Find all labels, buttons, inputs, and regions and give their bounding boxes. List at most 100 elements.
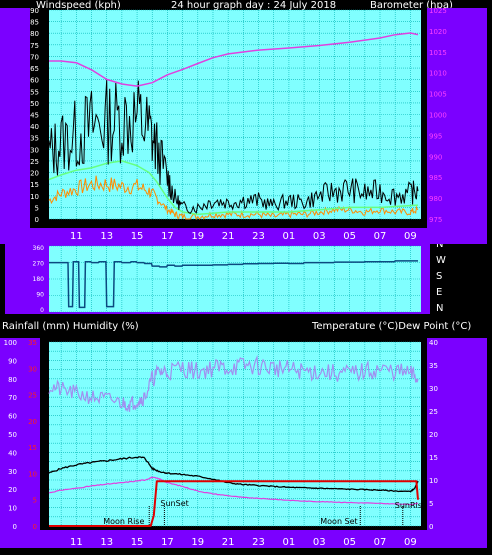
panel3-bottom-frame [0,530,487,548]
humidity-tick-label: 60 [8,413,17,421]
rainfall-tick-label: 30 [28,365,37,373]
rainfall-tick-label: 0 [33,523,37,531]
temp-x-tick-label: 13 [100,537,113,548]
temperature-tick-label: 15 [429,454,438,462]
barometer-tick-label: 995 [429,132,442,140]
wind-x-tick-label: 01 [283,231,296,242]
windspeed-tick-label: 5 [35,204,39,212]
humidity-tick-label: 40 [8,449,17,457]
barometer-tick-label: 990 [429,153,442,161]
event-annotation-label: SunRise [395,501,427,510]
barometer-tick-label: 985 [429,174,442,182]
rain-humidity-axis-title: Rainfall (mm) Humidity (%) [2,321,139,332]
temperature-line [48,456,419,493]
windspeed-axis-title: Windspeed (kph) [36,0,121,11]
wind-x-tick-label: 17 [161,231,174,242]
humidity-tick-label: 70 [8,394,17,402]
wind-x-tick-label: 21 [222,231,235,242]
wind-x-tick-label: 19 [191,231,204,242]
wind-gust-line [48,79,419,214]
direction-tick-label: 90 [36,292,44,299]
windspeed-tick-label: 55 [30,88,39,96]
humidity-tick-label: 50 [8,431,17,439]
temperature-tick-label: 30 [429,385,438,393]
rainfall-tick-label: 15 [28,444,37,452]
barometer-tick-label: 1015 [429,49,447,57]
barometer-tick-label: 1020 [429,28,447,36]
windspeed-tick-label: 0 [35,216,39,224]
humidity-tick-label: 30 [8,468,17,476]
barometer-axis-title: Barometer (hpa) [370,0,453,11]
barometer-tick-label: 1000 [429,112,447,120]
windspeed-tick-label: 40 [30,123,39,131]
windspeed-tick-label: 10 [30,193,39,201]
compass-label-e: E [436,287,443,298]
barometer-tick-label: 980 [429,195,442,203]
panel1-bottom-frame [0,228,487,244]
barometer-tick-label: 1005 [429,91,447,99]
temp-x-tick-label: 05 [343,537,356,548]
barometer-tick-label: 975 [429,216,442,224]
temperature-tick-label: 0 [429,523,433,531]
wind-x-tick-label: 15 [131,231,144,242]
barometer-line [49,32,419,87]
temp-x-tick-label: 09 [404,537,417,548]
rainfall-tick-label: 5 [33,497,37,505]
wind-x-tick-label: 13 [100,231,113,242]
windspeed-tick-label: 20 [30,170,39,178]
dewpoint-line [48,476,419,506]
wind-smoothed-line [48,160,419,216]
windspeed-tick-label: 60 [30,77,39,85]
temperature-tick-label: 20 [429,431,438,439]
direction-tick-label: 180 [33,276,45,283]
compass-label-s: S [436,271,443,282]
temp-x-tick-label: 01 [283,537,296,548]
windspeed-tick-label: 50 [30,100,39,108]
direction-tick-label: 360 [33,245,45,252]
direction-tick-label: 270 [33,261,45,268]
barometer-tick-label: 1010 [429,70,447,78]
windspeed-tick-label: 30 [30,146,39,154]
humidity-tick-label: 100 [4,339,17,347]
wind-x-tick-label: 09 [404,231,417,242]
wind-x-tick-label: 03 [313,231,326,242]
wind-x-tick-label: 23 [252,231,265,242]
compass-label-n2: N [436,303,444,314]
windspeed-tick-label: 65 [30,65,39,73]
panel1-right-frame [427,8,487,228]
temperature-tick-label: 35 [429,362,438,370]
barometer-tick-label: 1025 [429,7,447,15]
temp-x-tick-label: 11 [70,537,83,548]
temperature-tick-label: 10 [429,477,438,485]
humidity-tick-label: 20 [8,486,17,494]
panel1-left-frame [0,8,30,228]
rainfall-line [49,480,419,527]
compass-label-w: W [436,255,446,266]
event-annotation-label: Moon Set [320,517,357,526]
windspeed-tick-label: 90 [30,7,39,15]
wind-x-tick-label: 07 [374,231,387,242]
temp-x-tick-label: 15 [131,537,144,548]
wind-x-tick-label: 11 [70,231,83,242]
temperature-tick-label: 25 [429,408,438,416]
windspeed-tick-label: 80 [30,30,39,38]
panel3-left-frame [0,338,40,543]
temp-x-tick-label: 19 [191,537,204,548]
humidity-tick-label: 0 [13,523,17,531]
panel3-right-frame [427,338,487,543]
windspeed-tick-label: 85 [30,19,39,27]
windspeed-tick-label: 45 [30,112,39,120]
humidity-tick-label: 10 [8,505,17,513]
wind-direction-line [49,260,418,309]
event-annotation-label: Moon Rise [103,517,144,526]
humidity-line [48,354,419,412]
rainfall-tick-label: 20 [28,418,37,426]
temperature-tick-label: 5 [429,500,433,508]
windspeed-tick-label: 75 [30,42,39,50]
temp-x-tick-label: 21 [222,537,235,548]
temp-x-tick-label: 07 [374,537,387,548]
temp-x-tick-label: 03 [313,537,326,548]
wind-x-tick-label: 05 [343,231,356,242]
rainfall-tick-label: 25 [28,392,37,400]
